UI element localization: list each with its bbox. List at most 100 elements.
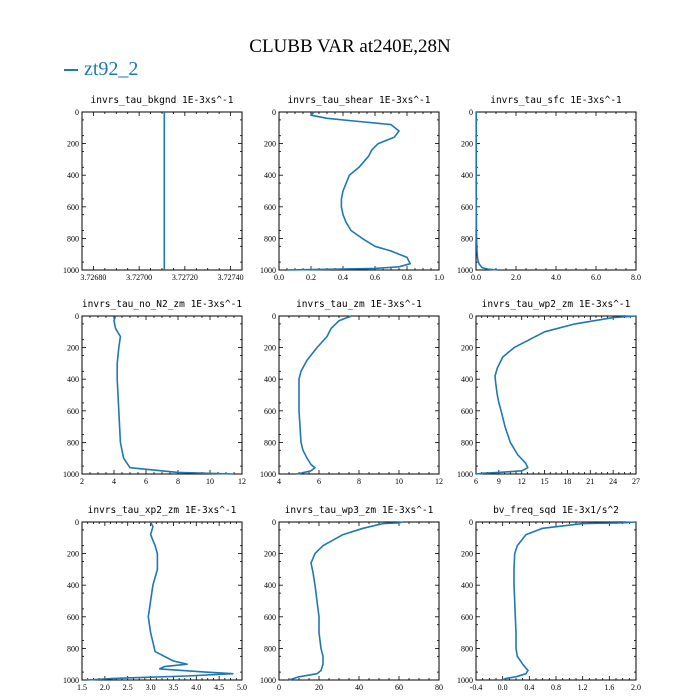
x-tick-label: 1.6: [604, 683, 614, 692]
plot-frame: [475, 315, 637, 475]
y-tick-label: 0: [272, 108, 276, 117]
y-tick-label: 400: [67, 171, 79, 180]
x-tick-label: 3.5: [168, 683, 178, 692]
y-tick-label: 800: [67, 234, 79, 243]
y-tick-label: 600: [67, 613, 79, 622]
y-tick-label: 0: [469, 312, 473, 321]
y-tick-label: 200: [461, 140, 473, 149]
panel-8: invrs_tau_wp3_zm 1E-3xs^-102004006008001…: [260, 505, 443, 692]
x-tick-label: 4: [112, 477, 116, 486]
y-tick-label: 800: [461, 234, 473, 243]
y-tick-label: 600: [461, 407, 473, 416]
plot-frame: [278, 521, 440, 681]
x-tick-label: 8: [357, 477, 361, 486]
x-tick-label: 3.72700: [126, 273, 152, 282]
y-tick-label: 0: [75, 108, 79, 117]
x-tick-label: 2.0: [631, 683, 641, 692]
panel-4: invrs_tau_no_N2_zm 1E-3xs^-10 200 400 600 80…: [63, 299, 246, 486]
x-tick-label: 10: [206, 477, 214, 486]
x-tick-label: 3.0: [146, 683, 156, 692]
x-tick-label: 40: [355, 683, 363, 692]
x-tick-label: 2.0: [511, 273, 521, 282]
legend-label: zt92_2: [84, 58, 139, 80]
x-tick-label: 18: [563, 477, 571, 486]
y-tick-label: 800: [67, 644, 79, 653]
x-tick-label: 12: [435, 477, 443, 486]
y-tick-label: 200: [264, 550, 276, 559]
panel-6: invrs_tau_wp2_zm 1E-3xs^-1 0 200 400 600 800 1…: [457, 299, 640, 486]
x-tick-label: 4.5: [214, 683, 224, 692]
panel-title: invrs_tau_shear 1E-3xs^-1: [288, 95, 431, 106]
y-tick-label: 600: [461, 613, 473, 622]
y-tick-label: 200: [67, 550, 79, 559]
x-tick-label: 12: [238, 477, 246, 486]
panel-title: invrs_tau_bkgnd 1E-3xs^-1: [91, 95, 234, 106]
y-tick-label: 1000: [63, 470, 79, 479]
y-tick-label: 800: [264, 438, 276, 447]
plot-frame: [81, 111, 243, 271]
y-tick-label: 800: [264, 234, 276, 243]
x-tick-label: 0.0: [274, 273, 284, 282]
x-tick-label: 3.72740: [218, 273, 244, 282]
y-tick-label: 1000: [457, 676, 473, 685]
plot-frame: [81, 315, 243, 475]
y-tick-label: 400: [461, 581, 473, 590]
series-line: [113, 315, 235, 475]
y-tick-label: 400: [264, 375, 276, 384]
y-tick-label: 400: [264, 581, 276, 590]
plot-frame: [475, 111, 637, 271]
y-tick-label: 1000: [260, 266, 276, 275]
x-tick-label: 80: [435, 683, 443, 692]
x-tick-label: 1.2: [578, 683, 588, 692]
panel-1: invrs_tau_bkgnd 1E-3xs^-1 0 200 400 600 800 10…: [63, 95, 244, 282]
y-tick-label: 800: [461, 438, 473, 447]
legend: zt92_2: [64, 58, 138, 81]
y-tick-label: 1000: [63, 676, 79, 685]
y-tick-label: 600: [67, 407, 79, 416]
x-tick-label: 0: [277, 683, 281, 692]
panel-7: invrs_tau_xp2_zm 1E-3xs^-1 0 200 400 600 800 1…: [63, 505, 247, 692]
x-tick-label: 0.8: [402, 273, 412, 282]
series-line: [288, 521, 404, 681]
panel-title: invrs_tau_zm 1E-3xs^-1: [296, 299, 422, 310]
x-tick-label: 5.0: [237, 683, 247, 692]
series-line: [296, 315, 352, 475]
series-line: [475, 112, 499, 271]
x-tick-label: 60: [395, 683, 403, 692]
y-tick-label: 0: [75, 312, 79, 321]
x-tick-label: 6: [144, 477, 148, 486]
y-tick-label: 1000: [63, 266, 79, 275]
y-tick-label: 0: [75, 518, 79, 527]
chart-title: CLUBB VAR at240E,28N: [249, 36, 451, 57]
x-tick-label: 12: [518, 477, 526, 486]
series-line: [286, 111, 412, 271]
y-tick-label: 200: [264, 140, 276, 149]
y-tick-label: 200: [67, 140, 79, 149]
y-tick-label: 200: [461, 344, 473, 353]
panel-title: invrs_tau_sfc 1E-3xs^-1: [490, 95, 622, 106]
x-tick-label: 3.72720: [172, 273, 198, 282]
x-tick-label: 6: [317, 477, 321, 486]
x-tick-label: 0.4: [524, 683, 534, 692]
x-tick-label: 4.0: [191, 683, 201, 692]
series-line: [86, 521, 234, 681]
y-tick-label: 400: [67, 375, 79, 384]
y-tick-label: 600: [264, 203, 276, 212]
x-tick-label: 0.6: [370, 273, 380, 282]
y-tick-label: 400: [461, 171, 473, 180]
x-tick-label: 15: [541, 477, 549, 486]
x-tick-label: 4.0: [551, 273, 561, 282]
x-tick-label: 20: [315, 683, 323, 692]
x-tick-label: 6: [474, 477, 478, 486]
y-tick-label: 0: [469, 518, 473, 527]
panel-5: invrs_tau_zm 1E-3xs^-1 0 200 400 600 800 10004…: [260, 299, 443, 486]
panel-title: bv_freq_sqd 1E-3x1/s^2: [493, 505, 619, 516]
panel-title: invrs_tau_no_N2_zm 1E-3xs^-1: [82, 299, 242, 310]
y-tick-label: 800: [264, 644, 276, 653]
y-tick-label: 1000: [260, 676, 276, 685]
y-tick-label: 1000: [260, 470, 276, 479]
panel-9: bv_freq_sqd 1E-3x1/s^2 0 200 400 600 800 1000-…: [457, 505, 641, 692]
x-tick-label: 27: [632, 477, 640, 486]
plot-frame: [81, 521, 243, 681]
